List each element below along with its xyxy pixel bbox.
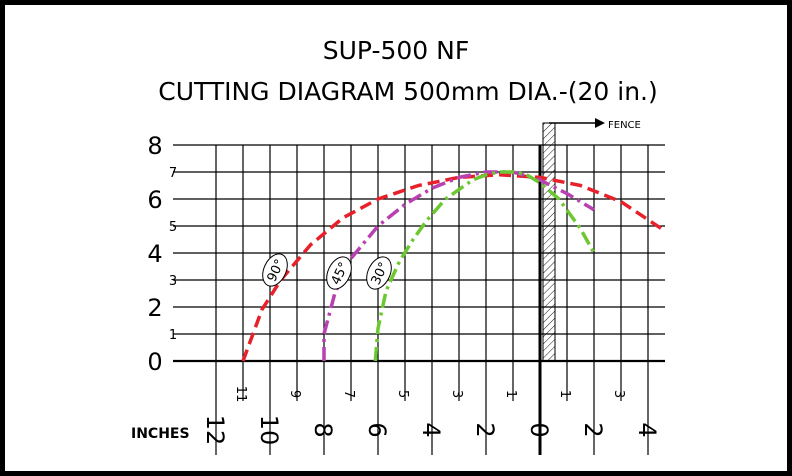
- y-tick-label: 6: [147, 186, 162, 214]
- y-tick-label: 2: [147, 294, 162, 322]
- x-axis-label: INCHES: [131, 426, 190, 442]
- x-minor-tick-label: 9: [287, 390, 302, 398]
- x-minor-tick-label: 3: [449, 390, 464, 398]
- x-tick-label: 10: [255, 415, 283, 446]
- x-minor-tick-label: 3: [611, 390, 626, 398]
- x-tick-label: 4: [417, 422, 445, 437]
- x-minor-tick-label: 11: [233, 386, 248, 403]
- fence-arrow-head: [595, 118, 605, 128]
- series-label-oval: [326, 256, 352, 290]
- series-layer: [241, 170, 663, 362]
- series-labels: 90° 45° 30°: [262, 253, 392, 290]
- x-tick-label: 2: [471, 422, 499, 437]
- chart-subtitle: CUTTING DIAGRAM 500mm DIA.-(20 in.): [158, 77, 658, 106]
- x-tick-label: 0: [525, 422, 553, 437]
- series-label-oval: [262, 253, 288, 287]
- grid: [173, 144, 665, 455]
- x-tick-label: 8: [309, 422, 337, 437]
- y-minor-tick-label: 3: [169, 274, 177, 289]
- chart-frame: 0 2 4 6 8 1 3 5 7 12 10 8 6 4 2 0 2 4 11 9 7 5 3 1 1 3 90° 45° 30° …: [5, 5, 787, 471]
- y-tick-label: 4: [147, 240, 162, 268]
- fence-label: FENCE: [608, 120, 641, 131]
- series-label-0: 90°: [262, 253, 288, 287]
- series-label-1: 45°: [326, 256, 352, 290]
- y-minor-tick-label: 5: [169, 220, 177, 235]
- series-label-2: 30°: [366, 256, 392, 290]
- y-minor-tick-label: 1: [169, 328, 177, 343]
- y-minor-tick-label: 7: [169, 166, 177, 181]
- series-line-2: [373, 170, 596, 362]
- x-tick-label: 6: [363, 422, 391, 437]
- x-tick-label: 12: [201, 415, 229, 446]
- y-tick-label: 8: [147, 132, 162, 160]
- series-label-oval: [366, 256, 392, 290]
- x-minor-tick-label: 1: [503, 390, 518, 398]
- fence: [542, 118, 605, 362]
- x-minor-tick-label: 7: [341, 390, 356, 398]
- x-minor-tick-label: 1: [557, 390, 572, 398]
- series-line-0: [241, 172, 663, 362]
- chart-title: SUP-500 NF: [323, 36, 469, 65]
- x-tick-label: 2: [579, 422, 607, 437]
- x-minor-tick-label: 5: [395, 390, 410, 398]
- x-tick-label: 4: [633, 422, 661, 437]
- fence-bar: [542, 122, 556, 362]
- y-tick-label: 0: [147, 348, 162, 376]
